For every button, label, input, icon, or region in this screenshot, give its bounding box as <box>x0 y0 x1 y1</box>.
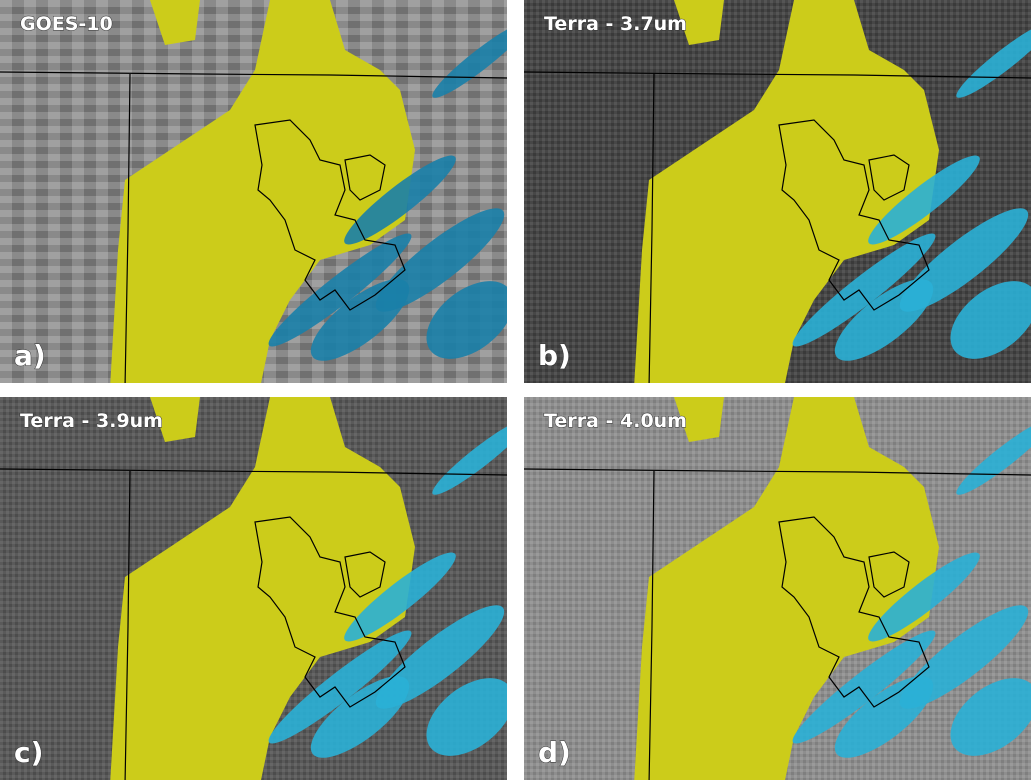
panel: GOES-10 a) <box>0 0 533 388</box>
panel-image <box>524 397 1031 780</box>
panel-label: c) <box>14 736 43 769</box>
panel-title: GOES-10 <box>20 13 113 35</box>
figure: GOES-10a)Terra - 3.7umb)Terra - 3.9umc)T… <box>0 0 1031 780</box>
panel-title: Terra - 3.7um <box>544 13 687 35</box>
panel: Terra - 3.7um b) <box>524 0 1031 388</box>
panel-image <box>0 0 533 388</box>
panel-image <box>0 397 533 780</box>
panel-label: a) <box>14 339 46 372</box>
panel-title: Terra - 3.9um <box>20 410 163 432</box>
panel: Terra - 4.0um d) <box>524 397 1031 780</box>
panel-label: d) <box>538 736 571 769</box>
panel-label: b) <box>538 339 571 372</box>
panel-title: Terra - 4.0um <box>544 410 687 432</box>
panel: Terra - 3.9um c) <box>0 397 533 780</box>
panel-image <box>524 0 1031 388</box>
